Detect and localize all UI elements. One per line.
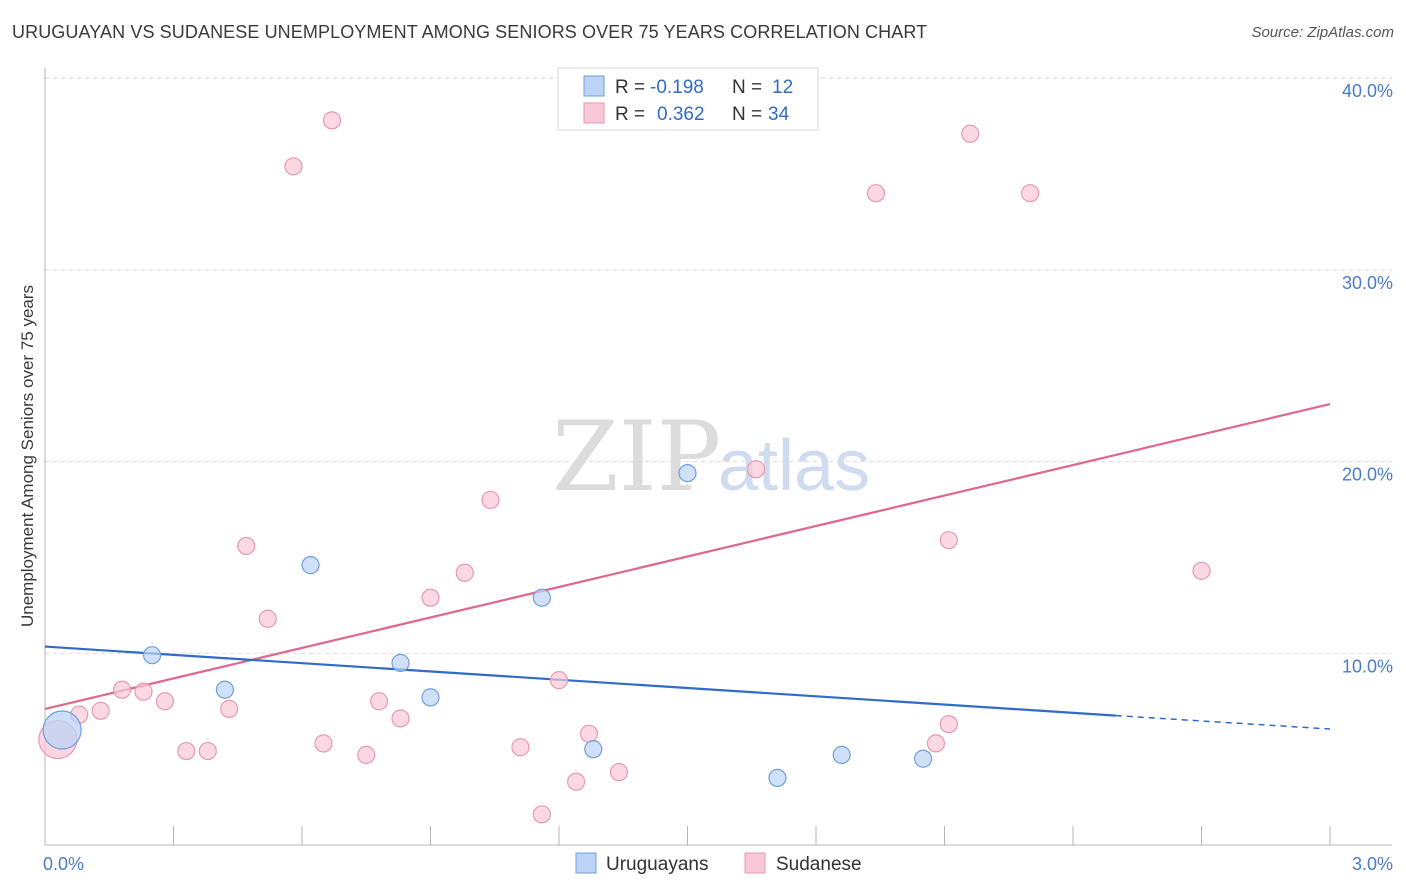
sudanese-point bbox=[455, 563, 474, 582]
legend-n-value-sudanese: 34 bbox=[768, 104, 790, 125]
sudanese-point bbox=[322, 111, 342, 130]
series-swatch-sudanese bbox=[744, 852, 766, 874]
uruguayan-point bbox=[532, 588, 551, 607]
uruguayan-point bbox=[768, 768, 787, 788]
sudanese-point bbox=[939, 531, 958, 550]
y-tick-label: 20.0% bbox=[1342, 465, 1393, 485]
uruguayan-point bbox=[678, 463, 697, 483]
sudanese-point bbox=[926, 734, 946, 753]
uruguayan-point bbox=[42, 710, 82, 750]
sudanese-point bbox=[220, 699, 239, 718]
sudanese-point bbox=[481, 490, 500, 510]
sudanese-point bbox=[549, 671, 569, 690]
legend-r-label-uruguayans: R = bbox=[615, 77, 645, 98]
legend-r-value-sudanese: 0.362 bbox=[657, 104, 705, 125]
sudanese-point bbox=[91, 701, 110, 720]
y-tick-label: 10.0% bbox=[1342, 656, 1393, 676]
sudanese-point bbox=[134, 682, 153, 701]
y-tick-label: 40.0% bbox=[1342, 81, 1393, 101]
y-tick-labels: 10.0% 20.0% 30.0% 40.0% bbox=[1342, 81, 1393, 676]
sudanese-point bbox=[1021, 184, 1040, 203]
legend-r-value-uruguayans: -0.198 bbox=[650, 77, 704, 98]
sudanese-point bbox=[532, 805, 551, 824]
sudanese-point bbox=[511, 738, 530, 757]
trend-line-uruguayans-extension bbox=[1115, 714, 1331, 730]
legend-n-label-uruguayans: N = bbox=[732, 77, 762, 98]
series-label-uruguayans: Uruguayans bbox=[606, 854, 708, 875]
sudanese-point bbox=[939, 715, 958, 734]
source-credit: Source: ZipAtlas.com bbox=[1251, 24, 1394, 41]
legend-swatch-sudanese bbox=[583, 102, 605, 124]
uruguayan-point bbox=[584, 740, 603, 759]
uruguayan-points bbox=[42, 463, 933, 788]
sudanese-point bbox=[112, 680, 132, 699]
sudanese-point bbox=[357, 745, 376, 764]
uruguayan-point bbox=[301, 556, 320, 575]
sudanese-point bbox=[198, 741, 217, 761]
uruguayan-point bbox=[391, 653, 410, 672]
series-label-sudanese: Sudanese bbox=[776, 854, 862, 875]
sudanese-point bbox=[370, 692, 389, 711]
uruguayan-point bbox=[142, 646, 162, 665]
x-ticks bbox=[44, 826, 1331, 845]
sudanese-point bbox=[237, 536, 256, 556]
y-tick-label: 30.0% bbox=[1342, 273, 1393, 293]
trend-line-uruguayans bbox=[44, 645, 1116, 717]
uruguayan-point bbox=[832, 745, 851, 764]
trend-lines bbox=[44, 403, 1331, 730]
series-legend: Uruguayans Sudanese bbox=[575, 852, 862, 875]
sudanese-point bbox=[961, 124, 980, 143]
legend-swatch-uruguayans bbox=[583, 75, 605, 97]
uruguayan-point bbox=[421, 688, 440, 707]
uruguayan-point bbox=[215, 680, 234, 699]
trend-line-sudanese bbox=[44, 403, 1331, 710]
y-axis-label: Unemployment Among Seniors over 75 years bbox=[18, 285, 37, 627]
legend-n-value-uruguayans: 12 bbox=[772, 77, 793, 98]
grid-lines bbox=[45, 77, 1392, 654]
sudanese-point bbox=[567, 772, 586, 791]
sudanese-point bbox=[866, 184, 886, 203]
sudanese-point bbox=[579, 724, 599, 743]
axes bbox=[44, 68, 1392, 846]
x-tick-label-max: 3.0% bbox=[1352, 854, 1393, 874]
sudanese-point bbox=[1192, 561, 1211, 580]
x-tick-label-min: 0.0% bbox=[43, 854, 84, 874]
chart-title: URUGUAYAN VS SUDANESE UNEMPLOYMENT AMONG… bbox=[12, 22, 928, 42]
watermark-zip: ZIP bbox=[552, 401, 721, 513]
sudanese-point bbox=[284, 157, 303, 176]
sudanese-point bbox=[258, 609, 277, 628]
correlation-legend: R = -0.198 N = 12 R = 0.362 N = 34 bbox=[557, 67, 819, 131]
sudanese-point bbox=[391, 709, 410, 728]
uruguayan-point bbox=[913, 749, 933, 768]
legend-r-label-sudanese: R = bbox=[615, 104, 645, 125]
sudanese-point bbox=[609, 763, 629, 782]
watermark-atlas: atlas bbox=[718, 426, 870, 506]
sudanese-point bbox=[746, 460, 766, 479]
sudanese-point bbox=[177, 741, 196, 761]
series-swatch-uruguayans bbox=[575, 852, 597, 874]
legend-n-label-sudanese: N = bbox=[732, 104, 762, 125]
sudanese-point bbox=[314, 734, 333, 753]
sudanese-point bbox=[421, 588, 440, 607]
sudanese-point bbox=[155, 692, 175, 711]
